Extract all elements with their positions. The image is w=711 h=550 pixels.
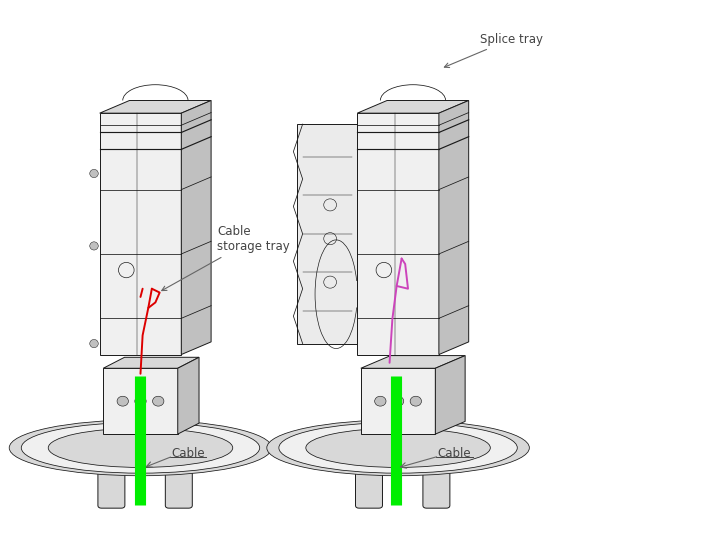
Ellipse shape [279, 422, 518, 473]
Ellipse shape [117, 396, 129, 406]
Bar [297, 124, 357, 344]
Polygon shape [178, 358, 199, 434]
Bar [103, 368, 178, 434]
Polygon shape [181, 101, 211, 355]
Bar [357, 113, 439, 355]
Polygon shape [435, 356, 465, 434]
Polygon shape [357, 101, 469, 113]
FancyBboxPatch shape [423, 461, 450, 508]
Polygon shape [439, 101, 469, 355]
Bar [100, 113, 181, 355]
Ellipse shape [21, 422, 260, 473]
Text: Cable
storage tray: Cable storage tray [161, 226, 290, 290]
Ellipse shape [153, 396, 164, 406]
Text: Cable: Cable [171, 447, 205, 460]
Ellipse shape [306, 428, 491, 467]
FancyBboxPatch shape [166, 461, 192, 508]
Polygon shape [360, 356, 465, 369]
Ellipse shape [48, 428, 232, 467]
Polygon shape [100, 101, 211, 113]
Ellipse shape [135, 396, 146, 406]
Ellipse shape [90, 242, 98, 250]
Ellipse shape [410, 396, 422, 406]
Polygon shape [103, 358, 199, 368]
Ellipse shape [392, 396, 404, 406]
Ellipse shape [90, 169, 98, 178]
Ellipse shape [9, 420, 272, 476]
FancyBboxPatch shape [98, 461, 125, 508]
Ellipse shape [375, 396, 386, 406]
Text: Cable: Cable [437, 447, 471, 460]
Text: Splice tray: Splice tray [444, 32, 542, 68]
Ellipse shape [267, 420, 530, 476]
Bar [95, 456, 186, 470]
Bar [360, 368, 435, 434]
Bar [352, 456, 444, 470]
Ellipse shape [90, 339, 98, 348]
FancyBboxPatch shape [356, 461, 383, 508]
